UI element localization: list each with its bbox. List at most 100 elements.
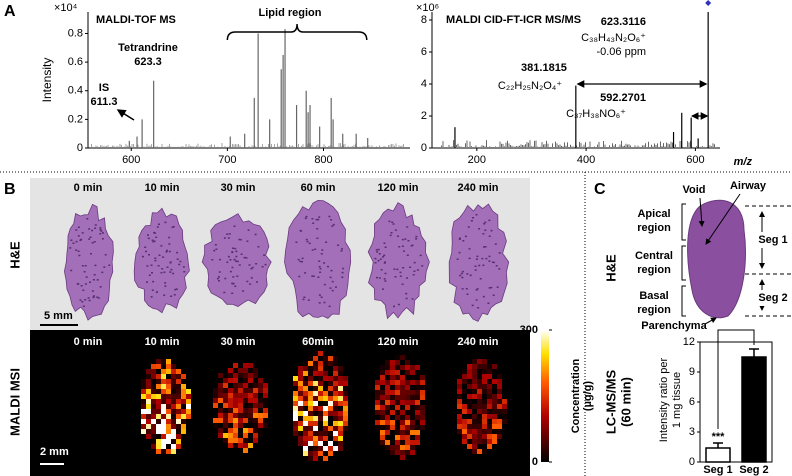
msi-pixel (323, 451, 328, 456)
msi-pixel (492, 404, 497, 409)
peak-label: 611.3 (91, 96, 118, 108)
msi-pixel (343, 391, 348, 396)
msi-pixel (482, 414, 487, 419)
time-label: 10 min (145, 182, 180, 194)
msi-pixel (395, 430, 400, 435)
msi-pixel (298, 366, 303, 371)
msi-pixel (263, 423, 268, 428)
time-label: 60min (302, 336, 334, 348)
msi-pixel (303, 451, 308, 456)
msi-pixel (338, 366, 343, 371)
msi-pixel (248, 393, 253, 398)
msi-pixel (390, 360, 395, 365)
msi-pixel (223, 438, 228, 443)
msi-pixel (502, 399, 507, 404)
msi-pixel (323, 366, 328, 371)
msi-pixel (328, 396, 333, 401)
msi-pixel (385, 425, 390, 430)
msi-pixel (161, 414, 166, 419)
msi-pixel (338, 441, 343, 446)
msi-pixel (462, 374, 467, 379)
msi-pixel (487, 429, 492, 434)
msi-pixel (263, 408, 268, 413)
row-label: H&E (603, 254, 618, 282)
msi-pixel (400, 370, 405, 375)
y-multiplier: ×10⁴ (54, 2, 78, 14)
y-tick-label: 0.8 (68, 27, 83, 39)
msi-pixel (146, 414, 151, 419)
msi-pixel (213, 393, 218, 398)
msi-pixel (293, 421, 298, 426)
annotation: Parenchyma (641, 320, 707, 332)
msi-pixel (313, 366, 318, 371)
msi-pixel (467, 424, 472, 429)
msi-pixel (333, 356, 338, 361)
msi-pixel (420, 375, 425, 380)
msi-pixel (258, 428, 263, 433)
msi-pixel (467, 374, 472, 379)
msi-pixel (467, 439, 472, 444)
time-label: 30 min (221, 182, 256, 194)
msi-pixel (380, 370, 385, 375)
msi-pixel (487, 394, 492, 399)
msi-pixel (298, 401, 303, 406)
msi-pixel (248, 438, 253, 443)
msi-pixel (298, 396, 303, 401)
msi-pixel (395, 440, 400, 445)
msi-pixel (497, 384, 502, 389)
msi-pixel (472, 404, 477, 409)
msi-pixel (415, 370, 420, 375)
msi-pixel (161, 399, 166, 404)
msi-pixel (390, 430, 395, 435)
msi-pixel (390, 365, 395, 370)
arrow (705, 193, 741, 245)
msi-pixel (233, 413, 238, 418)
msi-pixel (395, 355, 400, 360)
msi-pixel (405, 440, 410, 445)
msi-pixel (223, 428, 228, 433)
msi-pixel (400, 380, 405, 385)
msi-pixel (156, 404, 161, 409)
region-label: Apical (637, 208, 670, 220)
colorbar-label: Concentration (570, 358, 582, 433)
msi-pixel (405, 405, 410, 410)
msi-pixel (343, 411, 348, 416)
msi-pixel (253, 383, 258, 388)
msi-pixel (181, 379, 186, 384)
msi-pixel (298, 371, 303, 376)
msi-image (293, 351, 348, 461)
msi-pixel (308, 366, 313, 371)
msi-pixel (258, 388, 263, 393)
msi-pixel (161, 424, 166, 429)
msi-pixel (298, 386, 303, 391)
msi-pixel (238, 428, 243, 433)
msi-pixel (400, 425, 405, 430)
msi-pixel (328, 451, 333, 456)
msi-pixel (166, 414, 171, 419)
tissue (448, 203, 510, 322)
msi-pixel (171, 404, 176, 409)
msi-pixel (308, 446, 313, 451)
scale-label: 5 mm (44, 310, 73, 322)
msi-pixel (171, 389, 176, 394)
msi-pixel (395, 365, 400, 370)
msi-pixel (318, 391, 323, 396)
msi-pixel (161, 409, 166, 414)
msi-pixel (457, 414, 462, 419)
msi-pixel (482, 434, 487, 439)
msi-pixel (405, 400, 410, 405)
msi-pixel (375, 380, 380, 385)
msi-pixel (410, 405, 415, 410)
msi-pixel (375, 400, 380, 405)
msi-pixel (502, 414, 507, 419)
msi-pixel (487, 399, 492, 404)
msi-pixel (323, 386, 328, 391)
msi-pixel (328, 361, 333, 366)
msi-pixel (228, 423, 233, 428)
msi-pixel (395, 445, 400, 450)
msi-pixel (181, 429, 186, 434)
msi-pixel (303, 366, 308, 371)
msi-pixel (156, 449, 161, 454)
msi-pixel (400, 405, 405, 410)
msi-pixel (487, 419, 492, 424)
